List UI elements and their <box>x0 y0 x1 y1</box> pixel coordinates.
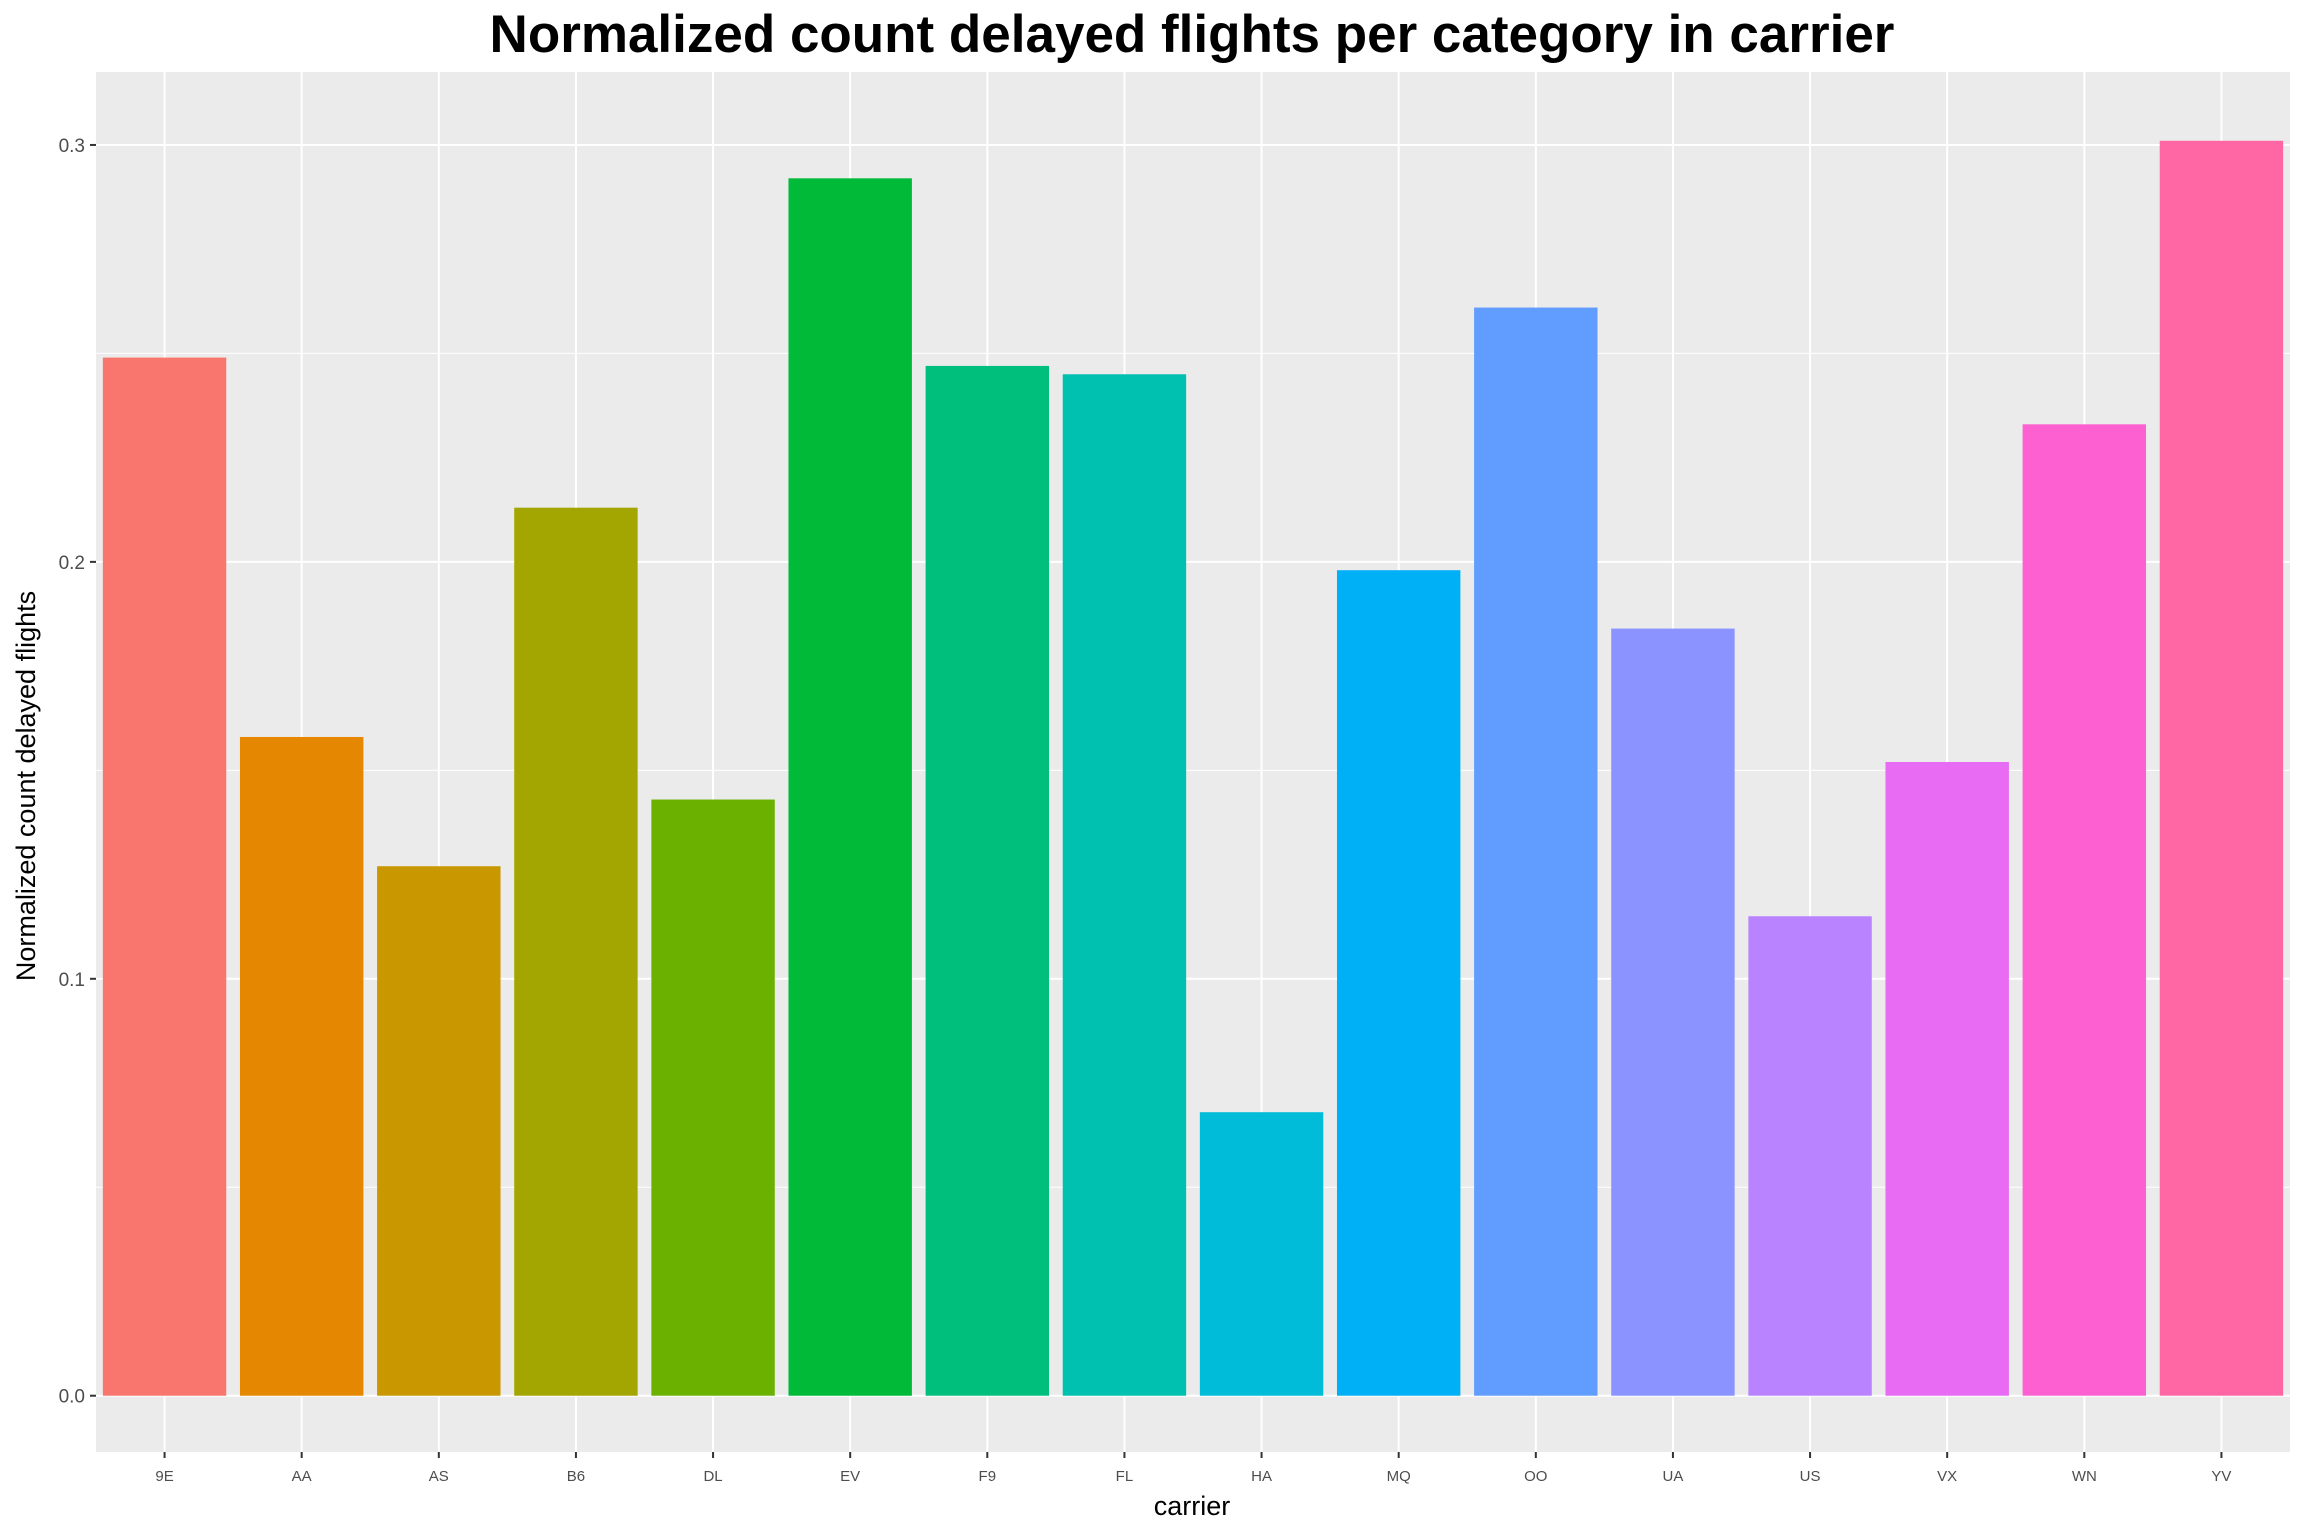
bars <box>102 140 2284 1396</box>
x-tick-label-ha: HA <box>1251 1468 1272 1485</box>
y-tick-label: 0.3 <box>59 136 85 157</box>
x-tick-label-b6: B6 <box>567 1468 585 1485</box>
x-tick-label-wn: WN <box>2072 1468 2097 1485</box>
bar-ha <box>1199 1112 1324 1396</box>
x-axis-title: carrier <box>1154 1491 1231 1521</box>
bar-as <box>377 866 501 1396</box>
x-tick-label-f9: F9 <box>979 1468 997 1485</box>
bar-us <box>1748 916 1872 1396</box>
y-tick-label: 0.1 <box>59 970 85 991</box>
y-axis-title: Normalized count delayed flights <box>11 591 41 981</box>
bar-mq <box>1336 570 1461 1396</box>
y-tick-label: 0.0 <box>59 1387 85 1408</box>
x-tick-label-aa: AA <box>292 1468 312 1485</box>
bar-ev <box>788 178 912 1396</box>
bar-oo <box>1474 307 1598 1396</box>
x-tick-label-ev: EV <box>840 1468 860 1485</box>
y-tick-label: 0.2 <box>59 553 85 574</box>
x-tick-label-vx: VX <box>1937 1468 1957 1485</box>
x-tick-label-as: AS <box>429 1468 449 1485</box>
x-tick-label-yv: YV <box>2211 1468 2231 1485</box>
bar-f9 <box>925 365 1050 1396</box>
x-axis: 9E AA AS B6 DL EV F9 FL HA MQ OO UA US VX WN YV <box>155 1452 2231 1485</box>
chart-title: Normalized count delayed flights per cat… <box>490 5 1895 64</box>
bar-b6 <box>514 507 638 1396</box>
y-axis: 0.0 0.1 0.2 0.3 <box>59 136 96 1408</box>
bar-vx <box>1885 762 2009 1396</box>
bar-yv <box>2159 140 2284 1396</box>
x-tick-label-9e: 9E <box>155 1468 173 1485</box>
x-tick-label-mq: MQ <box>1387 1468 1411 1485</box>
bar-wn <box>2022 424 2147 1396</box>
x-tick-label-us: US <box>1800 1468 1821 1485</box>
bar-aa <box>239 736 364 1396</box>
bar-dl <box>651 799 775 1396</box>
x-tick-label-oo: OO <box>1524 1468 1547 1485</box>
bar-fl <box>1062 374 1187 1396</box>
bar-9e <box>102 357 227 1396</box>
x-tick-label-fl: FL <box>1116 1468 1134 1485</box>
bar-ua <box>1611 628 1735 1396</box>
x-tick-label-ua: UA <box>1663 1468 1684 1485</box>
x-tick-label-dl: DL <box>703 1468 722 1485</box>
